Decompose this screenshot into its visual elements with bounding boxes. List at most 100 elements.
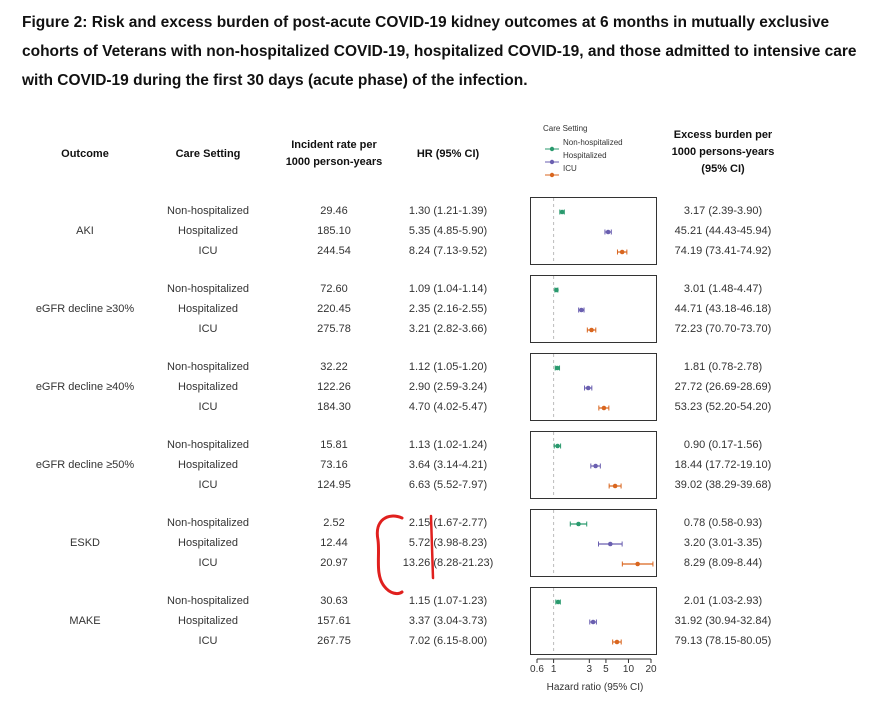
incident-rate-value: 29.46 bbox=[320, 205, 348, 217]
care-setting-label: ICU bbox=[198, 245, 218, 257]
care-setting-label: Hospitalized bbox=[178, 537, 238, 549]
hr-value: 6.63 (5.52-7.97) bbox=[408, 479, 488, 491]
hr-value: 3.37 (3.04-3.73) bbox=[408, 615, 488, 627]
excess-burden-value: 31.92 (30.94-32.84) bbox=[674, 615, 772, 627]
incident-rate-value: 185.10 bbox=[317, 225, 351, 237]
hr-value: 1.09 (1.04-1.14) bbox=[408, 283, 488, 295]
incident-rate-value: 275.78 bbox=[317, 323, 351, 335]
incident-rate-value: 15.81 bbox=[320, 439, 348, 451]
hr-value: 2.35 (2.16-2.55) bbox=[408, 303, 488, 315]
care-setting-label: Hospitalized bbox=[178, 381, 238, 393]
incident-rate-value: 20.97 bbox=[320, 557, 348, 569]
header-burden-line3: (95% CI) bbox=[701, 163, 745, 175]
care-setting-label: Hospitalized bbox=[178, 303, 238, 315]
forest-panel bbox=[530, 197, 657, 265]
x-tick-label: 5 bbox=[603, 664, 609, 675]
hr-value: 5.35 (4.85-5.90) bbox=[408, 225, 488, 237]
header-incident-rate-line2: 1000 person-years bbox=[285, 156, 383, 168]
excess-burden-value: 3.20 (3.01-3.35) bbox=[683, 537, 763, 549]
incident-rate-value: 73.16 bbox=[320, 459, 348, 471]
excess-burden-value: 72.23 (70.70-73.70) bbox=[674, 323, 772, 335]
care-setting-label: Non-hospitalized bbox=[167, 517, 249, 529]
hr-value: 2.15 (1.67-2.77) bbox=[408, 517, 488, 529]
forest-panel bbox=[530, 275, 657, 343]
care-setting-label: Non-hospitalized bbox=[167, 439, 249, 451]
hr-value: 2.90 (2.59-3.24) bbox=[408, 381, 488, 393]
outcome-label: ESKD bbox=[70, 537, 100, 549]
care-setting-label: Hospitalized bbox=[178, 459, 238, 471]
incident-rate-value: 157.61 bbox=[317, 615, 351, 627]
header-burden-line2: 1000 persons-years bbox=[671, 146, 775, 158]
outcome-label: MAKE bbox=[69, 615, 101, 627]
x-tick-label: 1 bbox=[550, 664, 557, 675]
care-setting-label: Hospitalized bbox=[178, 615, 238, 627]
legend-label-2: ICU bbox=[563, 164, 577, 173]
header-care-setting: Care Setting bbox=[175, 148, 241, 160]
forest-panel bbox=[530, 353, 657, 421]
hr-point bbox=[585, 385, 591, 391]
care-setting-label: Non-hospitalized bbox=[167, 283, 249, 295]
incident-rate-value: 244.54 bbox=[317, 245, 351, 257]
hr-value: 3.21 (2.82-3.66) bbox=[408, 323, 488, 335]
hr-value: 3.64 (3.14-4.21) bbox=[408, 459, 488, 471]
care-setting-label: ICU bbox=[198, 557, 218, 569]
excess-burden-value: 3.01 (1.48-4.47) bbox=[683, 283, 763, 295]
hr-point bbox=[559, 209, 565, 215]
care-setting-label: ICU bbox=[198, 401, 218, 413]
header-incident-rate-line1: Incident rate per bbox=[291, 139, 377, 151]
hr-value: 5.72 (3.98-8.23) bbox=[408, 537, 488, 549]
hr-point bbox=[555, 443, 560, 449]
excess-burden-value: 39.02 (38.29-39.68) bbox=[674, 479, 772, 491]
excess-burden-value: 53.23 (52.20-54.20) bbox=[674, 401, 772, 413]
care-setting-label: Non-hospitalized bbox=[167, 205, 249, 217]
incident-rate-value: 184.30 bbox=[317, 401, 351, 413]
legend-label-1: Hospitalized bbox=[563, 151, 607, 160]
hr-point bbox=[589, 327, 594, 333]
x-tick-label: 3 bbox=[586, 664, 593, 675]
hr-value: 7.02 (6.15-8.00) bbox=[408, 635, 488, 647]
hr-value: 13.26 (8.28-21.23) bbox=[402, 557, 494, 569]
header-hr: HR (95% CI) bbox=[416, 148, 480, 160]
incident-rate-value: 30.63 bbox=[320, 595, 348, 607]
red-bracket-annotation-right bbox=[429, 514, 435, 580]
care-setting-label: ICU bbox=[198, 479, 218, 491]
header-burden-line1: Excess burden per bbox=[673, 129, 773, 141]
outcome-label: AKI bbox=[76, 225, 94, 237]
excess-burden-value: 1.81 (0.78-2.78) bbox=[683, 361, 763, 373]
hr-point bbox=[619, 249, 625, 255]
hr-point bbox=[635, 561, 640, 567]
incident-rate-value: 12.44 bbox=[320, 537, 348, 549]
outcome-label: eGFR decline ≥30% bbox=[35, 303, 135, 315]
care-setting-label: ICU bbox=[198, 635, 218, 647]
excess-burden-value: 45.21 (44.43-45.94) bbox=[674, 225, 772, 237]
hr-value: 4.70 (4.02-5.47) bbox=[408, 401, 488, 413]
hr-point bbox=[612, 483, 618, 489]
hr-value: 8.24 (7.13-9.52) bbox=[408, 245, 488, 257]
x-axis-label: Hazard ratio (95% CI) bbox=[546, 682, 644, 693]
hr-point bbox=[605, 229, 611, 235]
red-bracket-annotation bbox=[375, 514, 404, 596]
legend-swatch-2 bbox=[545, 166, 559, 178]
excess-burden-value: 44.71 (43.18-46.18) bbox=[674, 303, 772, 315]
forest-panel bbox=[530, 431, 657, 499]
outcome-label: eGFR decline ≥50% bbox=[35, 459, 135, 471]
incident-rate-value: 72.60 bbox=[320, 283, 348, 295]
figure-title: Figure 2: Risk and excess burden of post… bbox=[22, 14, 857, 89]
legend-label-0: Non-hospitalized bbox=[563, 138, 623, 147]
hr-point bbox=[579, 307, 584, 313]
care-setting-label: ICU bbox=[198, 323, 218, 335]
hr-point bbox=[614, 639, 620, 645]
excess-burden-value: 79.13 (78.15-80.05) bbox=[674, 635, 772, 647]
incident-rate-value: 32.22 bbox=[320, 361, 348, 373]
outcome-label: eGFR decline ≥40% bbox=[35, 381, 135, 393]
excess-burden-value: 0.78 (0.58-0.93) bbox=[683, 517, 763, 529]
hr-value: 1.12 (1.05-1.20) bbox=[408, 361, 488, 373]
incident-rate-value: 220.45 bbox=[317, 303, 351, 315]
excess-burden-value: 74.19 (73.41-74.92) bbox=[674, 245, 772, 257]
legend-title: Care Setting bbox=[543, 124, 588, 133]
hr-point bbox=[608, 541, 613, 547]
care-setting-label: Non-hospitalized bbox=[167, 361, 249, 373]
incident-rate-value: 122.26 bbox=[317, 381, 351, 393]
excess-burden-value: 27.72 (26.69-28.69) bbox=[674, 381, 772, 393]
